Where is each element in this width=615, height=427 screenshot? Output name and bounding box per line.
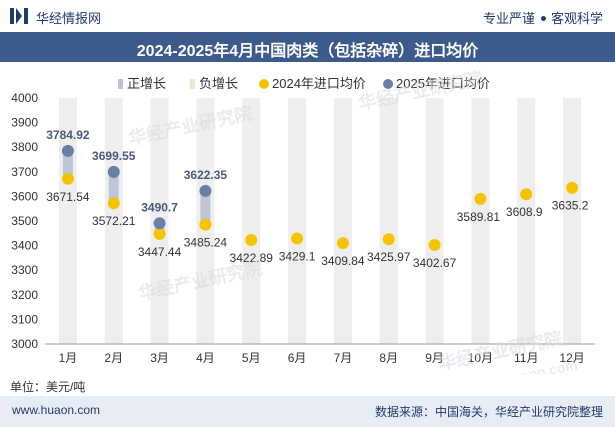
point-2024 bbox=[520, 188, 533, 201]
month-column-bg bbox=[517, 98, 536, 344]
motto-left: 专业严谨 bbox=[482, 11, 535, 26]
point-2024 bbox=[107, 197, 120, 210]
x-tick-label: 11月 bbox=[514, 351, 538, 365]
x-tick-label: 5月 bbox=[242, 351, 261, 365]
watermark-text: 华经产业研究院 bbox=[126, 102, 254, 149]
label-2024: 3485.24 bbox=[184, 236, 228, 250]
y-tick-label: 3100 bbox=[11, 312, 38, 326]
label-2024: 3402.67 bbox=[413, 256, 457, 270]
motto: 专业严谨 客观科学 bbox=[483, 8, 603, 27]
motto-dot-icon bbox=[540, 16, 546, 22]
x-tick-label: 3月 bbox=[150, 351, 169, 365]
y-tick-label: 3700 bbox=[11, 165, 38, 179]
point-2024 bbox=[474, 192, 487, 205]
watermark-text: 华经产业研究院 bbox=[356, 67, 484, 114]
label-2025: 3784.92 bbox=[46, 128, 90, 142]
legend-2025-label: 2025年进口均价 bbox=[396, 76, 490, 91]
y-tick-label: 3200 bbox=[11, 288, 38, 302]
point-2025 bbox=[199, 184, 212, 197]
point-2025 bbox=[61, 144, 74, 157]
growth-bar bbox=[62, 150, 73, 179]
label-2024: 3409.84 bbox=[321, 254, 365, 268]
point-2024 bbox=[291, 232, 304, 245]
x-tick-label: 6月 bbox=[288, 351, 307, 365]
month-column-bg bbox=[288, 98, 307, 344]
x-tick-label: 1月 bbox=[59, 351, 78, 365]
legend-positive-swatch bbox=[118, 79, 123, 89]
month-column-bg bbox=[563, 98, 582, 344]
y-tick-label: 4000 bbox=[11, 91, 38, 105]
point-2024 bbox=[199, 218, 212, 231]
legend-2024-marker bbox=[259, 79, 269, 89]
footer-bar bbox=[0, 396, 615, 427]
x-tick-label: 9月 bbox=[425, 351, 444, 365]
label-2024: 3572.21 bbox=[92, 214, 136, 228]
label-2024: 3422.89 bbox=[230, 251, 274, 265]
month-column-bg bbox=[104, 98, 123, 344]
y-tick-label: 3400 bbox=[11, 239, 38, 253]
point-2024 bbox=[566, 181, 579, 194]
label-2025: 3490.7 bbox=[141, 200, 178, 214]
label-2024: 3608.9 bbox=[506, 205, 543, 219]
y-tick-label: 3300 bbox=[11, 263, 38, 277]
label-2025: 3622.35 bbox=[184, 168, 228, 182]
point-2025 bbox=[153, 217, 166, 230]
logo-icon bbox=[10, 8, 28, 24]
point-2024 bbox=[61, 172, 74, 185]
x-tick-label: 4月 bbox=[196, 351, 215, 365]
point-2025 bbox=[107, 165, 120, 178]
footer-source: 数据来源：中国海关，华经产业研究院整理 bbox=[374, 405, 603, 419]
footer-site: www.huaon.com bbox=[12, 403, 101, 417]
label-2025: 3699.55 bbox=[92, 149, 136, 163]
point-2024 bbox=[428, 238, 441, 251]
y-tick-label: 3000 bbox=[11, 337, 38, 351]
point-2024 bbox=[245, 233, 258, 246]
month-column-bg bbox=[333, 98, 352, 344]
motto-right: 客观科学 bbox=[550, 11, 603, 26]
label-2024: 3425.97 bbox=[367, 250, 411, 264]
y-tick-label: 3500 bbox=[11, 214, 38, 228]
brand-name: 华经情报网 bbox=[36, 11, 102, 26]
growth-bar bbox=[108, 171, 119, 204]
month-column-bg bbox=[379, 98, 398, 344]
growth-bar bbox=[200, 190, 211, 225]
label-2024: 3429.1 bbox=[279, 249, 316, 263]
legend-negative-swatch bbox=[190, 79, 195, 89]
legend-positive-label: 正增长 bbox=[127, 76, 166, 91]
y-tick-label: 3900 bbox=[11, 116, 38, 130]
y-tick-label: 3600 bbox=[11, 189, 38, 203]
unit-label: 单位：美元/吨 bbox=[10, 380, 86, 394]
label-2024: 3671.54 bbox=[46, 190, 90, 204]
point-2024 bbox=[336, 237, 349, 250]
legend-negative-label: 负增长 bbox=[199, 76, 238, 91]
x-tick-label: 12月 bbox=[559, 351, 584, 365]
point-2024 bbox=[153, 227, 166, 240]
legend-2025-marker bbox=[383, 79, 393, 89]
x-tick-label: 8月 bbox=[379, 351, 398, 365]
label-2024: 3589.81 bbox=[457, 210, 501, 224]
x-tick-label: 7月 bbox=[334, 351, 353, 365]
x-tick-label: 2月 bbox=[104, 351, 123, 365]
x-tick-label: 10月 bbox=[468, 351, 493, 365]
label-2024: 3635.2 bbox=[552, 199, 589, 213]
point-2024 bbox=[382, 233, 395, 246]
chart-title: 2024-2025年4月中国肉类（包括杂碎）进口均价 bbox=[136, 43, 479, 60]
label-2024: 3447.44 bbox=[138, 245, 182, 259]
legend-2024-label: 2024年进口均价 bbox=[272, 76, 366, 91]
title-bar bbox=[0, 32, 615, 62]
chart: 正增长 负增长 2024年进口均价 2025年进口均价 4000 3900 3800 3700… bbox=[11, 67, 595, 374]
month-column-bg bbox=[242, 98, 261, 344]
month-column-bg bbox=[471, 98, 490, 344]
y-tick-label: 3800 bbox=[11, 140, 38, 154]
month-column-bg bbox=[425, 98, 444, 344]
top-bar: 华经情报网 专业严谨 客观科学 bbox=[0, 0, 615, 32]
